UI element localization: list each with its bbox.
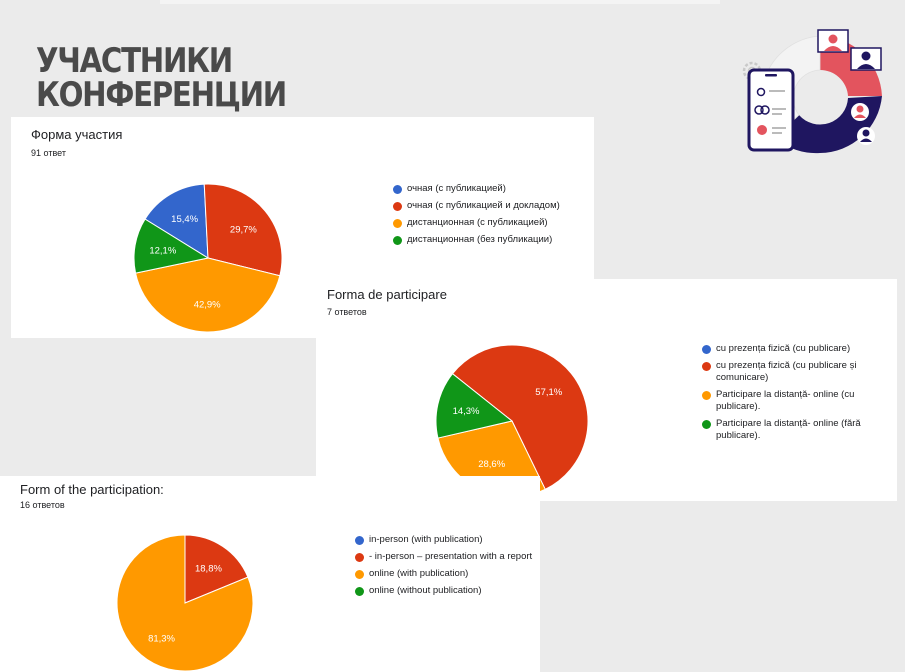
pie-chart-3: 18,8% 81,3%	[116, 534, 254, 672]
legend-swatch	[702, 390, 711, 400]
legend-swatch	[355, 535, 364, 545]
pie-slice-label: 14,3%	[453, 406, 480, 417]
pie-chart-2: 57,1% 28,6% 14,3%	[435, 344, 589, 498]
legend-3: in-person (with publication) - in-person …	[355, 534, 535, 602]
legend-label: in-person (with publication)	[369, 534, 483, 545]
pie-slice	[435, 372, 514, 439]
pie-slice-label: 28,6%	[478, 459, 505, 470]
legend-swatch	[355, 552, 364, 562]
legend-swatch	[393, 235, 402, 245]
pie-slice-label: 29,7%	[230, 224, 257, 235]
legend-swatch	[702, 344, 711, 354]
legend-item: cu prezența fizică (cu publicare)	[702, 343, 877, 355]
page-title-line-1: УЧАСТНИКИ	[36, 41, 233, 81]
chart-card-3: Form of the participation: 16 ответов 18…	[0, 476, 540, 672]
pie-slice	[144, 183, 209, 259]
phone-icon	[747, 68, 795, 152]
legend-swatch	[702, 419, 711, 429]
pie-slice	[116, 534, 254, 672]
legend-item: - in-person – presentation with a report	[355, 551, 535, 563]
legend-2: cu prezența fizică (cu publicare) cu prez…	[702, 343, 877, 447]
legend-item: Participare la distanță- online (fără pu…	[702, 418, 877, 442]
chart-title: Form of the participation:	[20, 482, 164, 497]
legend-item: Participare la distanță- online (cu publ…	[702, 389, 877, 413]
legend-label: - in-person – presentation with a report	[369, 551, 533, 562]
legend-label: cu prezența fizică (cu publicare)	[716, 343, 851, 354]
legend-swatch	[702, 361, 711, 371]
legend-label: cu prezența fizică (cu publicare și comu…	[716, 360, 857, 383]
legend-item: очная (с публикацией и докладом)	[393, 200, 583, 212]
pie-slice	[451, 344, 589, 491]
legend-label: online (without publication)	[369, 585, 482, 596]
chart-title: Forma de participare	[327, 287, 447, 302]
legend-label: очная (с публикацией)	[407, 183, 506, 194]
legend-label: дистанционная (без публикации)	[407, 234, 553, 245]
legend-label: Participare la distanță- online (fără pu…	[716, 418, 861, 441]
response-count: 91 ответ	[31, 148, 66, 158]
page-title-line-2: КОНФЕРЕНЦИИ	[36, 75, 287, 115]
legend-item: cu prezența fizică (cu publicare și comu…	[702, 360, 877, 384]
legend-1: очная (с публикацией) очная (с публикацие…	[393, 183, 583, 251]
legend-item: дистанционная (без публикации)	[393, 234, 583, 246]
pie-slice-label: 15,4%	[171, 214, 198, 225]
response-count: 7 ответов	[327, 307, 367, 317]
page-title: УЧАСТНИКИ КОНФЕРЕНЦИИ	[36, 41, 287, 115]
pie-chart-1: 15,4% 29,7% 42,9% 12,1%	[133, 183, 283, 333]
response-count: 16 ответов	[20, 500, 65, 510]
legend-label: очная (с публикацией и докладом)	[407, 200, 560, 211]
conference-participants-illustration-icon	[742, 29, 882, 154]
chart-title: Форма участия	[31, 127, 123, 142]
pie-slice-label: 81,3%	[148, 634, 175, 645]
pie-slice-label: 57,1%	[535, 387, 562, 398]
legend-label: дистанционная (с публикацией)	[407, 217, 548, 228]
pie-slice	[134, 257, 281, 333]
pie-slice	[133, 218, 210, 274]
legend-item: online (with publication)	[355, 568, 535, 580]
legend-item: дистанционная (с публикацией)	[393, 217, 583, 229]
legend-swatch	[355, 586, 364, 596]
pie-slice-label: 42,9%	[194, 299, 221, 310]
pie-slice-label: 18,8%	[195, 563, 222, 574]
top-strip	[160, 0, 720, 4]
legend-swatch	[393, 201, 402, 211]
video-call-avatar-icon	[817, 29, 849, 53]
avatar-icon	[851, 103, 875, 145]
legend-swatch	[393, 218, 402, 228]
legend-item: online (without publication)	[355, 585, 535, 597]
legend-item: in-person (with publication)	[355, 534, 535, 546]
legend-label: online (with publication)	[369, 568, 469, 579]
video-call-avatar-icon	[850, 47, 882, 71]
pie-slice	[203, 183, 283, 277]
legend-swatch	[355, 569, 364, 579]
legend-item: очная (с публикацией)	[393, 183, 583, 195]
pie-slice	[184, 534, 249, 604]
legend-label: Participare la distanță- online (cu publ…	[716, 389, 855, 412]
chart-card-2: Forma de participare 7 ответов 57,1% 28,6…	[316, 279, 897, 501]
legend-swatch	[393, 184, 402, 194]
pie-slice-label: 12,1%	[149, 246, 176, 257]
